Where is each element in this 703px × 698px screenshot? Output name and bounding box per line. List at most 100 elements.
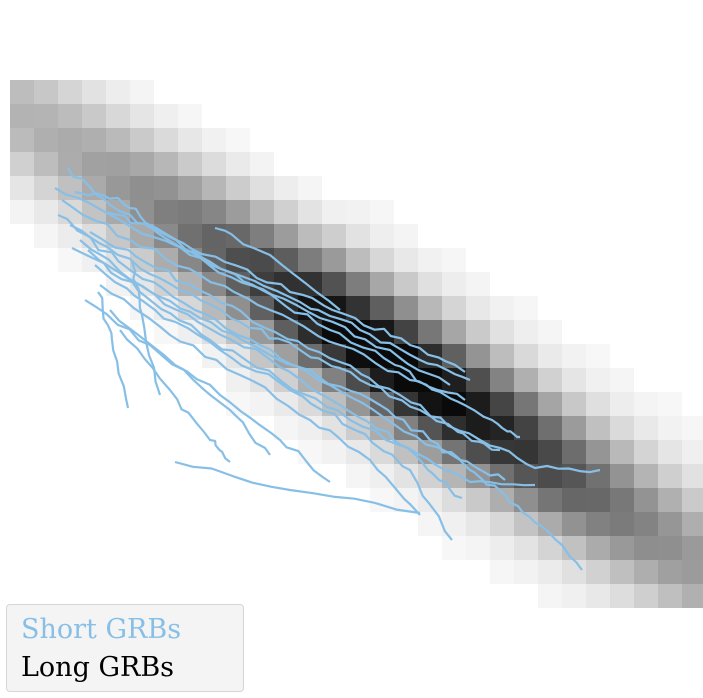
density-cell (178, 152, 202, 176)
density-cell (226, 128, 250, 152)
density-cell (106, 128, 130, 152)
density-cell (418, 416, 442, 440)
density-cell (130, 128, 154, 152)
short-grb-track (174, 460, 421, 515)
density-cell (34, 224, 58, 248)
density-cell (586, 464, 610, 488)
density-cell (418, 248, 442, 272)
density-cell (538, 368, 562, 392)
density-cell (514, 368, 538, 392)
density-cell (538, 536, 562, 560)
density-cell (562, 536, 586, 560)
density-cell (658, 392, 682, 416)
density-cell (490, 512, 514, 536)
density-cell (442, 368, 466, 392)
density-cell (658, 584, 682, 608)
density-cell (178, 224, 202, 248)
density-cell (634, 392, 658, 416)
density-cell (394, 272, 418, 296)
density-cell (562, 512, 586, 536)
density-cell (226, 152, 250, 176)
density-cell (58, 224, 82, 248)
density-cell (154, 176, 178, 200)
density-cell (682, 416, 703, 440)
density-cell (274, 224, 298, 248)
short-grb-track (71, 247, 463, 500)
density-cell (106, 80, 130, 104)
density-cell (34, 80, 58, 104)
density-cell (658, 488, 682, 512)
density-cell (586, 440, 610, 464)
density-cell (322, 440, 346, 464)
density-cell (274, 176, 298, 200)
density-cell (442, 296, 466, 320)
density-cell (346, 464, 370, 488)
density-cell (610, 440, 634, 464)
density-cell (250, 152, 274, 176)
density-cell (466, 488, 490, 512)
density-cell (610, 536, 634, 560)
density-cell (610, 416, 634, 440)
density-cell (346, 200, 370, 224)
density-cell (106, 176, 130, 200)
density-cell (298, 440, 322, 464)
density-cell (346, 224, 370, 248)
density-cell (154, 200, 178, 224)
density-cell (298, 200, 322, 224)
density-cell (34, 104, 58, 128)
density-cell (634, 512, 658, 536)
density-cell (658, 416, 682, 440)
density-cell (490, 344, 514, 368)
density-cell (418, 320, 442, 344)
density-cell (538, 440, 562, 464)
density-cell (442, 272, 466, 296)
density-cell (682, 464, 703, 488)
density-cell (418, 296, 442, 320)
density-cell (274, 416, 298, 440)
density-cell (658, 512, 682, 536)
density-cell (322, 200, 346, 224)
density-cell (586, 392, 610, 416)
density-cell (682, 536, 703, 560)
density-cell (538, 320, 562, 344)
density-cell (370, 248, 394, 272)
density-cell (10, 152, 34, 176)
density-cell (370, 296, 394, 320)
density-cell (586, 344, 610, 368)
density-cell (634, 560, 658, 584)
density-cell (202, 200, 226, 224)
legend-entry-short-grbs: Short GRBs (21, 614, 182, 645)
density-cell (490, 296, 514, 320)
density-cell (298, 176, 322, 200)
density-cell (610, 392, 634, 416)
density-cell (178, 176, 202, 200)
density-cell (610, 368, 634, 392)
density-cell (82, 104, 106, 128)
density-cell (610, 584, 634, 608)
density-cell (490, 392, 514, 416)
density-cell (610, 560, 634, 584)
density-cell (202, 224, 226, 248)
density-cell (106, 152, 130, 176)
density-cell (82, 176, 106, 200)
density-cell (154, 128, 178, 152)
density-cell (586, 512, 610, 536)
density-cell (562, 368, 586, 392)
density-cell (538, 344, 562, 368)
density-cell (466, 536, 490, 560)
density-cell (250, 392, 274, 416)
density-cell (418, 272, 442, 296)
density-cell (586, 536, 610, 560)
density-cell (514, 560, 538, 584)
density-cell (178, 128, 202, 152)
density-cell (58, 80, 82, 104)
density-cell (226, 392, 250, 416)
density-cell (514, 392, 538, 416)
short-grb-track (57, 213, 601, 474)
density-cell (562, 416, 586, 440)
density-cell (514, 440, 538, 464)
short-grb-track (54, 187, 451, 386)
density-cell (658, 464, 682, 488)
density-cell (514, 512, 538, 536)
